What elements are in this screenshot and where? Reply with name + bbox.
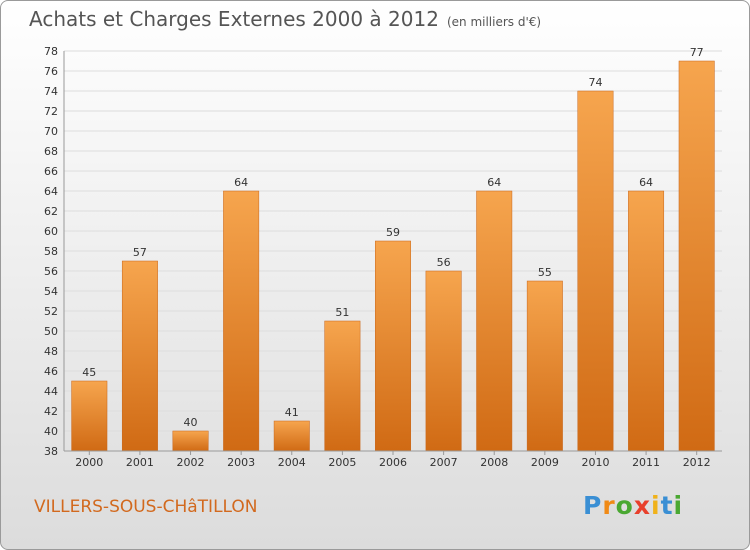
logo-letter: r bbox=[602, 491, 616, 520]
x-tick-label: 2005 bbox=[328, 456, 356, 469]
bar bbox=[628, 190, 665, 452]
y-tick-label: 78 bbox=[44, 45, 58, 58]
y-tick-label: 70 bbox=[44, 125, 58, 138]
x-tick-label: 2001 bbox=[126, 456, 154, 469]
logo-letter: t bbox=[660, 491, 674, 520]
data-label: 77 bbox=[690, 46, 704, 59]
bar bbox=[172, 430, 209, 452]
bar bbox=[121, 260, 158, 452]
y-tick-label: 56 bbox=[44, 265, 58, 278]
bar bbox=[324, 320, 361, 452]
y-tick-label: 58 bbox=[44, 245, 58, 258]
bar bbox=[678, 60, 715, 452]
x-tick-label: 2003 bbox=[227, 456, 255, 469]
data-label: 45 bbox=[82, 366, 96, 379]
x-tick-label: 2011 bbox=[632, 456, 660, 469]
data-label: 40 bbox=[184, 416, 198, 429]
y-tick-label: 38 bbox=[44, 445, 58, 458]
y-tick-label: 50 bbox=[44, 325, 58, 338]
x-tick-label: 2007 bbox=[430, 456, 458, 469]
x-tick-label: 2010 bbox=[581, 456, 609, 469]
bar bbox=[476, 190, 513, 452]
y-tick-label: 44 bbox=[44, 385, 58, 398]
proxiti-logo: Proxiti bbox=[583, 491, 683, 520]
data-label: 41 bbox=[285, 406, 299, 419]
bar bbox=[223, 190, 260, 452]
y-tick-label: 52 bbox=[44, 305, 58, 318]
y-axis: 38 40 42 44 46 48 50 52 54 56 58 60 62 64 66 68 70 72 74 76… bbox=[44, 45, 65, 458]
y-tick-label: 68 bbox=[44, 145, 58, 158]
logo-letter: P bbox=[583, 491, 603, 520]
y-tick-label: 62 bbox=[44, 205, 58, 218]
data-label: 64 bbox=[487, 176, 501, 189]
data-label: 56 bbox=[437, 256, 451, 269]
logo-letter: i bbox=[651, 491, 661, 520]
x-tick-label: 2004 bbox=[278, 456, 306, 469]
bars: 45 57 40 64 41 51 59 56 64 55 74 64 77 bbox=[71, 46, 715, 452]
x-tick-label: 2000 bbox=[75, 456, 103, 469]
y-tick-label: 74 bbox=[44, 85, 58, 98]
commune-name: VILLERS-SOUS-CHâTILLON bbox=[34, 497, 258, 517]
data-label: 55 bbox=[538, 266, 552, 279]
title-text: Achats et Charges Externes 2000 à 2012 bbox=[29, 7, 439, 31]
y-tick-label: 42 bbox=[44, 405, 58, 418]
bar bbox=[425, 270, 462, 452]
y-tick-label: 48 bbox=[44, 345, 58, 358]
x-tick-label: 2008 bbox=[480, 456, 508, 469]
y-tick-label: 60 bbox=[44, 225, 58, 238]
title-unit: (en milliers d'€) bbox=[446, 15, 542, 29]
data-label: 51 bbox=[335, 306, 349, 319]
x-tick-label: 2012 bbox=[683, 456, 711, 469]
y-tick-label: 54 bbox=[44, 285, 58, 298]
x-tick-label: 2002 bbox=[177, 456, 205, 469]
logo-letter: x bbox=[633, 491, 651, 520]
y-tick-label: 46 bbox=[44, 365, 58, 378]
x-axis: 2000 2001 2002 2003 2004 2005 2006 2007 2008 2009… bbox=[64, 450, 722, 469]
chart-title: Achats et Charges Externes 2000 à 2012 (e… bbox=[29, 7, 541, 31]
bar bbox=[526, 280, 563, 452]
data-label: 64 bbox=[639, 176, 653, 189]
data-label: 57 bbox=[133, 246, 147, 259]
y-tick-label: 66 bbox=[44, 165, 58, 178]
y-tick-label: 40 bbox=[44, 425, 58, 438]
bar bbox=[577, 90, 614, 452]
logo-letter: i bbox=[673, 491, 684, 520]
bar bbox=[71, 380, 108, 452]
data-label: 59 bbox=[386, 226, 400, 239]
y-tick-label: 72 bbox=[44, 105, 58, 118]
logo-letter: o bbox=[615, 491, 634, 520]
y-tick-label: 64 bbox=[44, 185, 58, 198]
bar bbox=[273, 420, 310, 452]
x-tick-label: 2009 bbox=[531, 456, 559, 469]
data-label: 74 bbox=[588, 76, 602, 89]
data-label: 64 bbox=[234, 176, 248, 189]
y-tick-label: 76 bbox=[44, 65, 58, 78]
x-tick-label: 2006 bbox=[379, 456, 407, 469]
bar bbox=[375, 240, 411, 452]
